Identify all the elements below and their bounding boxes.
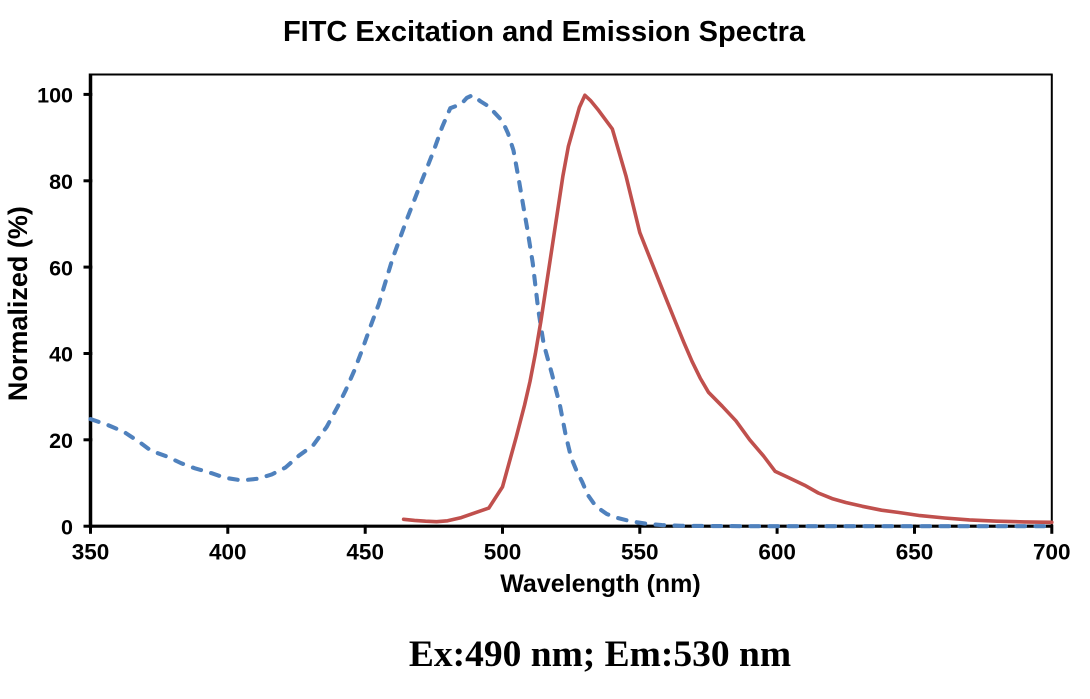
svg-text:20: 20 xyxy=(49,429,73,453)
svg-text:450: 450 xyxy=(346,539,384,564)
svg-text:0: 0 xyxy=(61,515,73,539)
svg-text:500: 500 xyxy=(484,539,522,564)
svg-text:Normalized (%): Normalized (%) xyxy=(3,206,33,401)
svg-text:700: 700 xyxy=(1033,539,1071,564)
svg-text:400: 400 xyxy=(209,539,247,564)
svg-text:80: 80 xyxy=(49,170,73,194)
svg-text:600: 600 xyxy=(758,539,796,564)
svg-text:FITC Excitation and Emission S: FITC Excitation and Emission Spectra xyxy=(283,16,806,48)
svg-text:Wavelength (nm): Wavelength (nm) xyxy=(500,570,700,598)
svg-text:Ex:490 nm; Em:530 nm: Ex:490 nm; Em:530 nm xyxy=(409,634,791,675)
svg-text:40: 40 xyxy=(49,343,73,367)
svg-text:650: 650 xyxy=(896,539,934,564)
svg-text:60: 60 xyxy=(49,256,73,280)
svg-text:350: 350 xyxy=(72,539,110,564)
svg-text:100: 100 xyxy=(37,84,73,108)
svg-text:550: 550 xyxy=(621,539,659,564)
